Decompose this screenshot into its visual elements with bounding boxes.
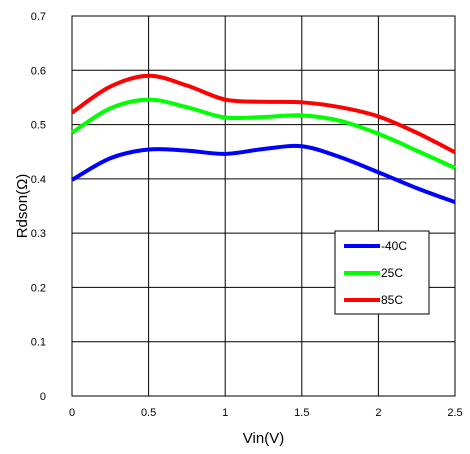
series-layer bbox=[70, 73, 456, 205]
x-tick-label: 2 bbox=[375, 407, 381, 419]
series-line-2 bbox=[70, 73, 456, 155]
grid bbox=[71, 15, 456, 397]
legend-label-0: -40C bbox=[381, 239, 407, 253]
legend: -40C 25C 85C bbox=[334, 230, 430, 315]
x-tick-label: 1 bbox=[222, 407, 228, 419]
legend-label-2: 85C bbox=[381, 293, 403, 307]
x-tick-label: 1.5 bbox=[294, 407, 309, 419]
x-tick-labels: 0 0.5 1 1.5 2 2.5 bbox=[69, 407, 463, 419]
y-tick-label: 0.1 bbox=[31, 337, 46, 349]
y-tick-label: 0.5 bbox=[31, 120, 46, 132]
x-tick-label: 0.5 bbox=[141, 407, 156, 419]
y-tick-label: 0.7 bbox=[31, 11, 46, 23]
y-tick-label: 0.6 bbox=[31, 65, 46, 77]
legend-label-1: 25C bbox=[381, 266, 403, 280]
series-line-1 bbox=[70, 97, 456, 170]
series-line-0 bbox=[70, 143, 456, 205]
y-tick-labels: 0 0.1 0.2 0.3 0.4 0.5 0.6 0.7 bbox=[31, 11, 46, 403]
x-tick-label: 0 bbox=[69, 407, 75, 419]
y-tick-label: 0.3 bbox=[31, 228, 46, 240]
x-axis-label: Vin(V) bbox=[243, 430, 284, 447]
y-axis-label: Rdson(Ω) bbox=[14, 174, 31, 239]
y-tick-label: 0.4 bbox=[31, 174, 46, 186]
y-tick-label: 0 bbox=[40, 391, 46, 403]
plot-frame bbox=[71, 15, 456, 397]
y-tick-label: 0.2 bbox=[31, 282, 46, 294]
x-tick-label: 2.5 bbox=[447, 407, 462, 419]
